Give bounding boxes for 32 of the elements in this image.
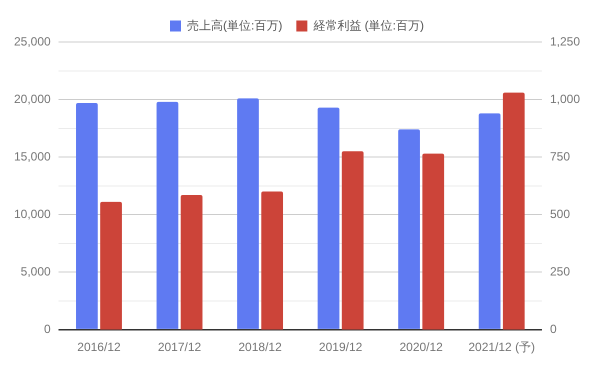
x-tick-label: 2016/12 [77, 340, 121, 354]
y-tick-label: 25,000 [14, 34, 52, 48]
legend-label: 売上高(単位:百万) [187, 18, 282, 32]
x-tick-label: 2021/12 (予) [468, 340, 536, 354]
y2-tick-label: 0 [550, 322, 557, 336]
bar [100, 202, 122, 330]
y2-tick-label: 750 [550, 149, 570, 164]
x-tick-label: 2019/12 [318, 340, 363, 354]
y2-tick-label: 500 [550, 206, 570, 221]
bar [261, 192, 284, 330]
bar [76, 102, 98, 329]
y-tick-label: 10,000 [14, 206, 52, 221]
bar [237, 98, 259, 329]
bar [342, 151, 364, 330]
y-tick-label: 5,000 [20, 264, 52, 278]
y2-tick-label: 1,000 [550, 92, 580, 106]
bar [502, 92, 525, 330]
bar [156, 102, 178, 329]
y2-tick-label: 1,250 [550, 34, 580, 48]
y-tick-label: 20,000 [14, 92, 52, 106]
x-tick-label: 2020/12 [399, 340, 444, 354]
legend-label: 経常利益 (単位:百万) [312, 18, 424, 32]
x-tick-label: 2017/12 [158, 340, 202, 354]
bar [422, 154, 444, 330]
bar [318, 108, 340, 329]
bar [398, 129, 420, 329]
y-tick-label: 0 [44, 322, 52, 336]
x-tick-label: 2018/12 [238, 340, 282, 354]
y2-tick-label: 250 [550, 264, 570, 278]
bar [180, 195, 202, 330]
y-tick-label: 15,000 [14, 149, 52, 164]
bar [478, 113, 500, 329]
